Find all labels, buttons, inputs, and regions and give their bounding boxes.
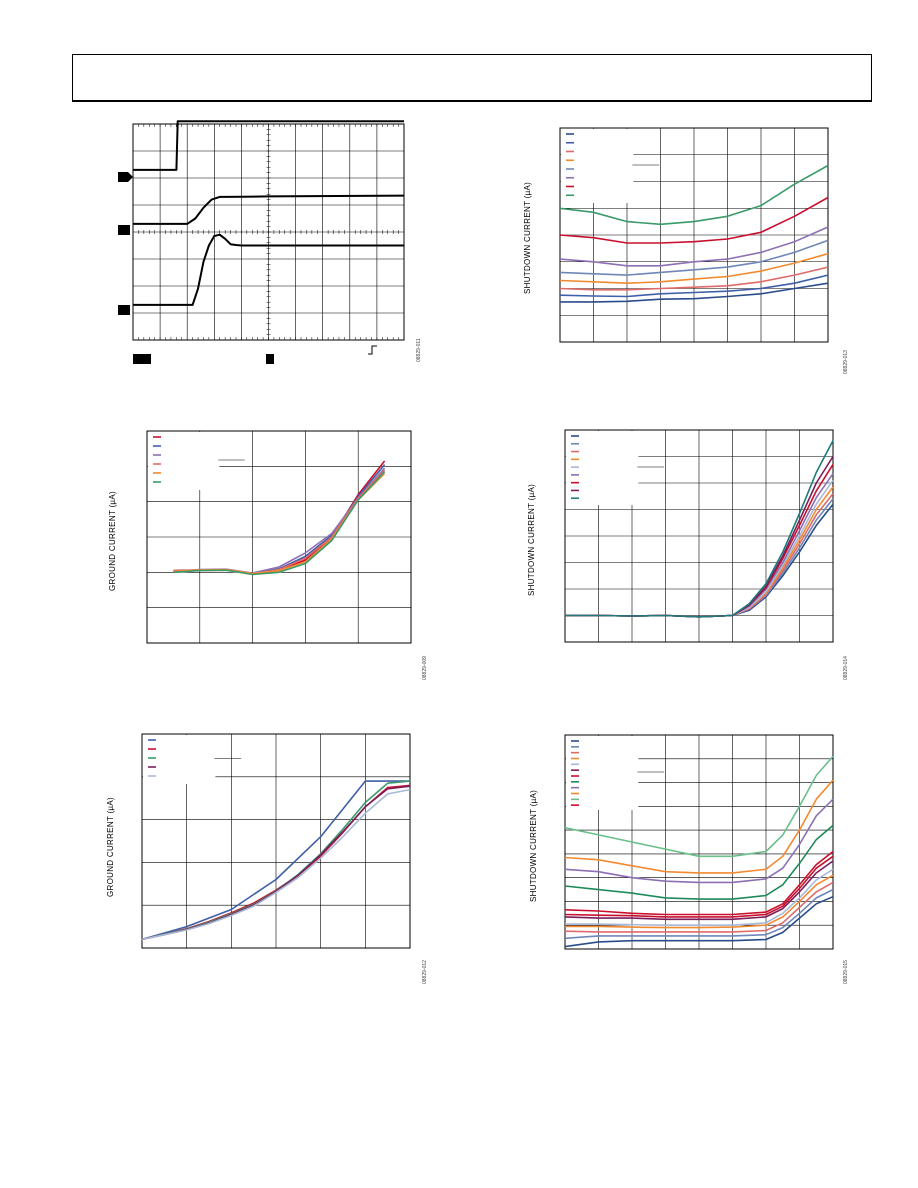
series-line-3: [133, 233, 404, 306]
series-line-6: [559, 226, 829, 267]
y-axis-label: GROUND CURRENT (µA): [108, 491, 117, 591]
series-line-9: [564, 798, 834, 884]
chart-fig2: [559, 127, 829, 343]
legend-background: [566, 736, 639, 810]
legend-background: [148, 432, 220, 490]
y-axis-label: SHUTDOWN CURRENT (µA): [523, 181, 532, 294]
series-line-1: [560, 282, 829, 303]
chart-fig1: [118, 120, 405, 364]
figure-2: SHUTDOWN CURRENT (µA) 08829-013: [515, 112, 855, 382]
series-line-5: [559, 239, 829, 276]
series-line-9: [565, 440, 834, 618]
chart-fig4: [564, 429, 834, 643]
chart-fig3: [146, 430, 412, 644]
figure-3: GROUND CURRENT (µA) 08829-009: [100, 418, 430, 688]
series-line-4: [559, 252, 829, 284]
y-axis-label: SHUTDOWN CURRENT (µA): [527, 483, 536, 596]
figure-code: 08829-011: [416, 338, 422, 362]
figure-1: 08829-011: [100, 112, 430, 382]
channel-2-marker: [118, 225, 130, 235]
series-line-6: [173, 471, 386, 576]
channel-1-marker: [118, 172, 133, 182]
series-line-11: [564, 755, 834, 858]
series-line-8: [559, 164, 829, 226]
series-line-7: [559, 196, 829, 244]
figure-code: 08829-013: [843, 350, 849, 374]
trigger-edge-icon: [368, 345, 377, 355]
chart-fig6: [564, 734, 834, 950]
scope-readout-block: [133, 354, 151, 364]
series-line-1: [133, 120, 404, 171]
chart-fig5: [141, 733, 411, 949]
figure-6: SHUTDOWN CURRENT (µA) 08829-015: [515, 722, 855, 992]
y-axis-label: SHUTDOWN CURRENT (µA): [529, 789, 538, 902]
series-line-7: [564, 850, 834, 916]
y-axis-label: GROUND CURRENT (µA): [106, 797, 115, 897]
series-line-6: [564, 860, 834, 921]
page-header-box: [72, 54, 872, 102]
series-line-1: [564, 895, 834, 948]
figure-code: 08829-012: [422, 960, 428, 984]
series-line-2: [559, 274, 829, 298]
figure-5: GROUND CURRENT (µA) 08829-012: [100, 722, 430, 992]
legend-background: [566, 431, 639, 505]
figure-code: 08829-014: [843, 656, 849, 680]
figure-code: 08829-015: [843, 960, 849, 984]
series-line-10: [564, 779, 834, 874]
series-line-8: [564, 824, 834, 900]
series-line-5: [565, 868, 834, 926]
scope-readout-block-small: [266, 354, 274, 364]
series-line-3: [559, 266, 829, 291]
figure-code: 08829-009: [422, 656, 428, 680]
series-line-3: [564, 881, 834, 933]
channel-3-marker: [118, 305, 130, 315]
figure-4: SHUTDOWN CURRENT (µA) 08829-014: [515, 418, 855, 688]
series-line-12: [564, 855, 834, 918]
series-line-2: [564, 888, 834, 940]
series-line-4: [565, 874, 834, 929]
legend-background: [561, 129, 634, 203]
series-line-1: [141, 780, 410, 941]
series-line-5: [141, 788, 411, 941]
series-line-2: [133, 194, 405, 225]
